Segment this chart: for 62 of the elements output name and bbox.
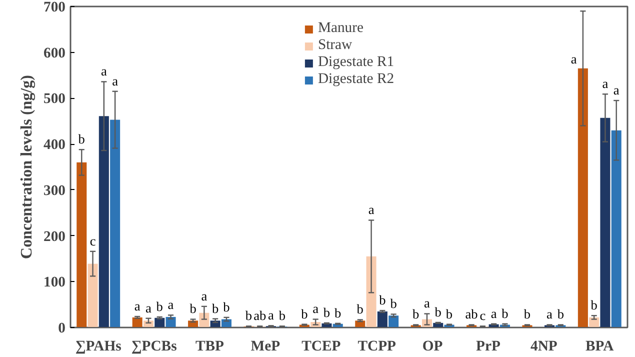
data-label: c (90, 233, 96, 248)
x-tick-label: 4NP (530, 338, 558, 354)
data-label: a (146, 300, 152, 316)
x-tick-label: TCEP (302, 338, 341, 354)
data-label: ab (465, 306, 478, 322)
y-tick-label: 600 (44, 45, 66, 62)
data-label: b (356, 302, 364, 317)
legend-label: Straw (318, 37, 352, 54)
data-label: b (524, 306, 531, 322)
y-tick-label: 300 (44, 182, 66, 199)
data-label: c (480, 308, 486, 324)
data-label: a (570, 51, 577, 66)
x-tick-label: MeP (250, 338, 280, 354)
x-tick-label: BPA (586, 338, 614, 354)
data-label: b (190, 301, 197, 316)
data-label: a (268, 308, 274, 323)
data-label: b (223, 299, 230, 314)
y-tick-label: 700 (44, 0, 66, 16)
data-label: b (412, 306, 420, 322)
data-label: b (334, 305, 342, 320)
x-tick-label: TCPP (358, 338, 396, 354)
data-label: a (201, 288, 208, 304)
data-label: b (502, 306, 509, 321)
data-label: b (245, 308, 252, 324)
data-label: a (424, 296, 430, 311)
data-label: b (78, 132, 86, 147)
y-tick-label: 500 (44, 91, 66, 108)
data-label: b (379, 292, 386, 308)
x-tick-label: PrP (476, 338, 501, 354)
data-label: a (112, 73, 118, 88)
y-tick-label: 0 (58, 320, 66, 336)
data-label: ab (254, 308, 267, 324)
legend-label: Digestate R1 (318, 54, 394, 71)
data-label: b (212, 300, 219, 316)
data-label: b (156, 298, 164, 314)
legend-label: Manure (318, 20, 364, 37)
legend-label: Digestate R2 (318, 71, 394, 88)
data-label: b (301, 306, 308, 322)
data-label: b (446, 306, 453, 322)
x-tick-label: ∑PCBs (131, 338, 178, 354)
data-label: b (278, 308, 286, 324)
data-label: a (613, 82, 620, 98)
data-label: a (312, 301, 319, 316)
y-tick-label: 400 (44, 137, 66, 154)
data-label: b (390, 296, 398, 312)
data-label: b (590, 298, 598, 313)
data-label: a (490, 306, 497, 321)
data-label: a (168, 297, 174, 312)
data-label: b (434, 304, 442, 320)
data-label: b (323, 304, 330, 320)
y-tick-label: 100 (44, 274, 66, 291)
x-tick-label: ∑PAHs (75, 338, 122, 354)
data-label: a (134, 298, 140, 314)
data-label: a (368, 202, 374, 218)
data-label: b (557, 306, 564, 322)
y-tick-label: 200 (44, 228, 66, 245)
y-axis-title: Concentration levels (ng/g) (18, 75, 36, 259)
data-label: a (100, 64, 107, 79)
data-label: a (602, 76, 608, 92)
data-label: a (546, 306, 553, 322)
x-tick-label: TBP (196, 338, 224, 354)
x-tick-label: OP (422, 338, 443, 354)
